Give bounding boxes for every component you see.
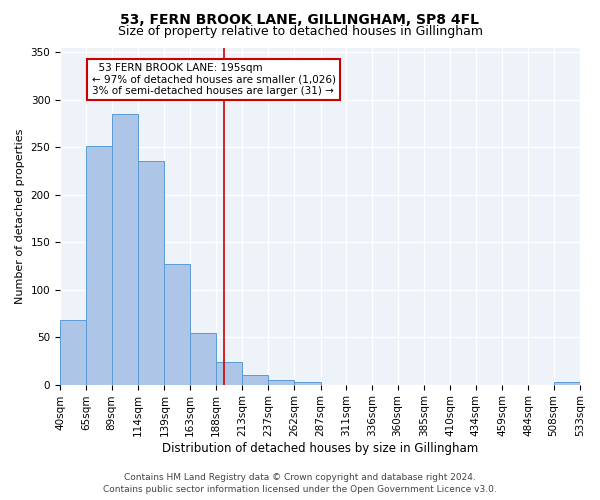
- Text: Size of property relative to detached houses in Gillingham: Size of property relative to detached ho…: [118, 25, 482, 38]
- Text: 53, FERN BROOK LANE, GILLINGHAM, SP8 4FL: 53, FERN BROOK LANE, GILLINGHAM, SP8 4FL: [121, 12, 479, 26]
- Bar: [190, 334, 216, 384]
- Bar: [294, 382, 320, 384]
- Bar: [60, 320, 86, 384]
- Y-axis label: Number of detached properties: Number of detached properties: [15, 128, 25, 304]
- Bar: [554, 382, 580, 384]
- Text: Contains HM Land Registry data © Crown copyright and database right 2024.
Contai: Contains HM Land Registry data © Crown c…: [103, 472, 497, 494]
- Text: 53 FERN BROOK LANE: 195sqm
← 97% of detached houses are smaller (1,026)
3% of se: 53 FERN BROOK LANE: 195sqm ← 97% of deta…: [92, 62, 335, 96]
- Bar: [164, 264, 190, 384]
- Bar: [216, 362, 242, 384]
- Bar: [138, 162, 164, 384]
- Bar: [242, 375, 268, 384]
- Bar: [86, 146, 112, 384]
- Bar: [112, 114, 138, 384]
- X-axis label: Distribution of detached houses by size in Gillingham: Distribution of detached houses by size …: [162, 442, 478, 455]
- Bar: [268, 380, 294, 384]
